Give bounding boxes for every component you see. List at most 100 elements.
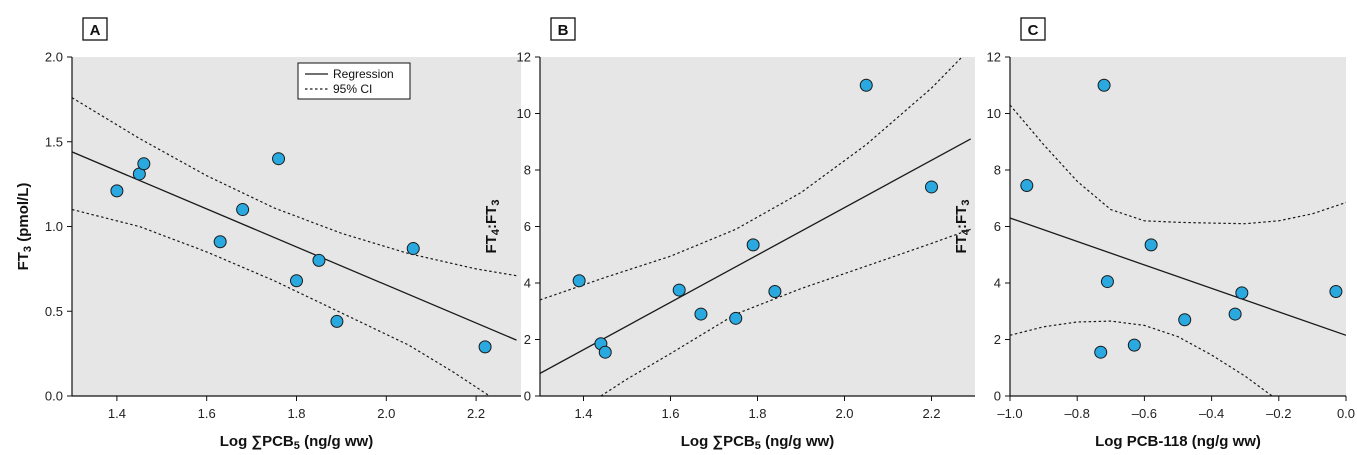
- panel-c: –1.0 –0.8 –0.6 –0.4 –0.2 0.0 0 2 4 6 8 10 12 C Log PCB…: [953, 17, 1355, 450]
- data-point: [330, 314, 344, 328]
- x-tick-label: 1.4: [574, 406, 592, 421]
- label-part: ∑PCB: [251, 433, 294, 450]
- label-part: :FT: [953, 206, 970, 229]
- x-tick-label: 2.2: [467, 406, 485, 421]
- x-tick-label: 0.0: [1337, 406, 1355, 421]
- data-point: [406, 242, 420, 256]
- label-part: (pmol/L): [15, 183, 32, 246]
- x-tick-label: 2.2: [922, 406, 940, 421]
- ci-lower-line: [72, 208, 490, 396]
- y-tick-label: 0: [524, 389, 531, 404]
- data-point: [925, 180, 938, 194]
- legend-ci-label: 95% CI: [333, 82, 372, 96]
- panel-letter: A: [90, 22, 101, 39]
- legend-regression-label: Regression: [333, 67, 394, 81]
- x-tick-label: 1.6: [198, 406, 216, 421]
- data-point: [1127, 338, 1141, 352]
- panel-a: 1.4 1.6 1.8 2.0 2.2 0.0 0.5 1.0 1.5 2.0 A Log ∑PCB5…: [15, 17, 521, 452]
- data-point: [1329, 284, 1343, 298]
- regression-line: [1010, 217, 1346, 336]
- label-part: :FT: [483, 206, 500, 229]
- regression-line: [540, 138, 972, 374]
- data-point: [1097, 78, 1111, 92]
- y-tick-label: 12: [987, 50, 1001, 65]
- plot-area: [1010, 57, 1346, 396]
- x-tick-label: 1.4: [108, 406, 126, 421]
- panel-letter: C: [1028, 22, 1039, 39]
- y-tick-label: 10: [517, 106, 531, 121]
- data-point: [1235, 286, 1249, 300]
- data-point: [746, 238, 760, 252]
- panel-letter-box: C: [1020, 17, 1046, 41]
- data-point: [1094, 345, 1108, 359]
- data-point: [1020, 179, 1034, 193]
- x-tick-label: 2.0: [377, 406, 395, 421]
- data-point: [137, 157, 151, 171]
- y-tick-label: 8: [994, 163, 1001, 178]
- label-part: (ng/g ww): [1188, 433, 1261, 450]
- label-part: ∑PCB: [712, 433, 755, 450]
- label-part: PCB-118: [1127, 433, 1188, 450]
- label-part: FT: [483, 235, 500, 253]
- y-axis-label: FT4:FT3: [953, 200, 972, 254]
- x-tick-label: –0.8: [1065, 406, 1090, 421]
- x-tick-label: 1.6: [661, 406, 679, 421]
- x-axis-label: Log ∑PCB5 (ng/g ww): [681, 433, 834, 452]
- y-tick-label: 4: [524, 276, 531, 291]
- data-point: [272, 152, 286, 166]
- y-tick-label: 2.0: [45, 50, 63, 65]
- data-point: [1228, 307, 1242, 321]
- x-tick-label: 1.8: [748, 406, 766, 421]
- label-subscript: 4: [490, 228, 502, 235]
- x-tick-label: –1.0: [997, 406, 1022, 421]
- data-point: [859, 78, 873, 92]
- y-tick-label: 6: [524, 219, 531, 234]
- panel-letter-box: B: [550, 17, 576, 41]
- y-tick-label: 1.5: [45, 134, 63, 149]
- data-point: [1100, 275, 1114, 289]
- y-tick-label: 0.5: [45, 304, 63, 319]
- x-axis-label: Log ∑PCB5 (ng/g ww): [220, 433, 373, 452]
- label-subscript: 3: [960, 200, 972, 206]
- y-tick-label: 6: [994, 219, 1001, 234]
- y-tick-label: 8: [524, 163, 531, 178]
- y-tick-label: 4: [994, 276, 1001, 291]
- data-point: [312, 253, 326, 267]
- label-part: Log: [1095, 433, 1127, 450]
- label-part: Log: [681, 433, 713, 450]
- y-tick-label: 0.0: [45, 389, 63, 404]
- label-subscript: 4: [960, 228, 972, 235]
- data-point: [1144, 238, 1158, 252]
- label-part: FT: [15, 252, 32, 270]
- x-tick-label: –0.6: [1132, 406, 1157, 421]
- label-subscript: 5: [755, 440, 761, 452]
- y-axis-label: FT3 (pmol/L): [15, 183, 34, 271]
- y-tick-label: 1.0: [45, 219, 63, 234]
- data-point: [729, 311, 743, 325]
- label-part: FT: [953, 235, 970, 253]
- ci-upper-line: [1010, 104, 1346, 225]
- label-part: (ng/g ww): [761, 433, 834, 450]
- legend-box: [297, 62, 411, 100]
- data-point: [1178, 313, 1192, 327]
- data-point: [290, 274, 303, 288]
- panel-b: 1.4 1.6 1.8 2.0 2.2 0 2 4 6 8 10 12 B Log ∑PCB5 (ng/g…: [483, 17, 975, 452]
- y-tick-label: 0: [994, 389, 1001, 404]
- data-point: [694, 307, 708, 321]
- data-point: [598, 345, 612, 359]
- data-point: [672, 283, 686, 297]
- data-point: [478, 340, 492, 354]
- y-axis-label: FT4:FT3: [483, 200, 502, 254]
- label-subscript: 3: [490, 200, 502, 206]
- y-tick-label: 10: [987, 106, 1001, 121]
- x-tick-label: –0.2: [1266, 406, 1291, 421]
- plot-area: [72, 57, 521, 396]
- y-tick-label: 2: [994, 332, 1001, 347]
- ci-lower-line: [1010, 320, 1273, 396]
- data-point: [110, 184, 124, 198]
- ci-upper-line: [540, 57, 963, 301]
- label-subscript: 3: [22, 246, 34, 252]
- x-axis-label: Log PCB-118 (ng/g ww): [1095, 433, 1261, 450]
